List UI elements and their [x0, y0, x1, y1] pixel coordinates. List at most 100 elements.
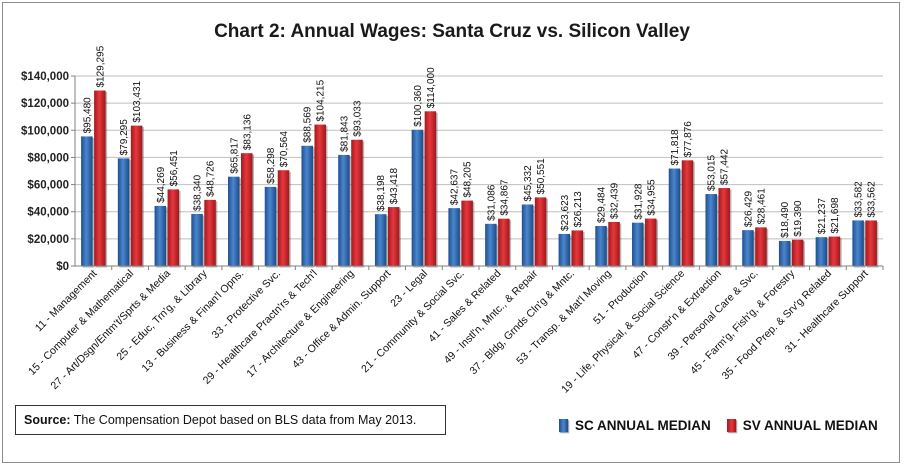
bar-sv	[424, 111, 437, 267]
data-label-sv: $34,867	[499, 179, 510, 216]
bar-sv	[828, 236, 841, 266]
data-label-sv: $32,439	[610, 182, 621, 219]
bar-sv	[645, 218, 657, 266]
data-label-sc: $81,843	[339, 115, 350, 152]
bar-sv	[718, 188, 730, 266]
data-labels: $95,480$129,295 $79,295$103,431 $44,269 $56…	[82, 45, 877, 238]
data-label-sc: $33,582	[854, 181, 865, 218]
data-label-sc: $79,295	[119, 119, 130, 156]
legend-swatch-sc	[559, 419, 568, 432]
chart-title: Chart 2: Annual Wages: Santa Cruz vs. Si…	[214, 21, 690, 42]
data-label-sv: $114,000	[426, 67, 437, 108]
data-label-sc: $29,484	[597, 186, 608, 223]
bar-sv	[681, 160, 694, 266]
bar-sc	[632, 222, 644, 266]
data-label-sc: $71,818	[670, 129, 681, 166]
y-axis: $0 $20,000 $40,000 $60,000 $80,000 $100,000 $1…	[21, 71, 76, 273]
bar-sc	[742, 230, 754, 266]
x-tick-label: 33 - Protective Svc.	[210, 268, 283, 341]
y-tick-label: $120,000	[21, 98, 69, 110]
source-text: The Compensation Depot based on BLS data…	[70, 413, 417, 427]
legend-item-sc: SC ANNUAL MEDIAN	[559, 418, 711, 433]
bar-sc	[852, 220, 864, 266]
data-label-sv: $57,442	[720, 148, 731, 185]
data-label-sv: $104,215	[316, 79, 327, 121]
bar-sc	[448, 208, 460, 266]
data-label-sv: $50,551	[536, 158, 547, 195]
bar-sv	[241, 153, 253, 266]
y-tick-label: $0	[56, 261, 69, 273]
bar-sc	[705, 194, 717, 266]
data-label-sc: $95,480	[82, 97, 93, 134]
data-label-sc: $53,015	[707, 154, 718, 191]
legend-item-sv: SV ANNUAL MEDIAN	[726, 418, 878, 433]
data-label-sc: $31,928	[633, 183, 644, 220]
data-label-sc: $88,569	[303, 106, 314, 143]
bar-sv	[387, 207, 400, 266]
bar-sc	[154, 205, 167, 266]
bar-sc	[301, 145, 313, 266]
data-label-sv: $33,562	[867, 181, 878, 218]
data-label-sc: $44,269	[156, 166, 167, 203]
data-label-sv: $28,461	[756, 188, 767, 225]
bar-sc	[668, 168, 681, 266]
bar-sc	[521, 204, 534, 266]
bar-sv	[865, 220, 877, 266]
bar-sc	[191, 213, 203, 266]
bar-sv	[571, 230, 584, 266]
data-label-sv: $43,418	[389, 167, 400, 204]
data-label-sv: $34,955	[646, 179, 657, 216]
data-label-sc: $26,429	[743, 191, 754, 228]
bar-sv	[498, 218, 510, 266]
data-label-sv: $21,698	[830, 197, 841, 234]
data-label-sv: $19,390	[793, 200, 804, 237]
bar-sv	[277, 170, 290, 266]
data-label-sc: $38,340	[193, 174, 204, 211]
bar-sc	[81, 136, 93, 266]
data-label-sc: $31,086	[486, 184, 497, 221]
y-tick-label: $60,000	[27, 180, 69, 192]
bar-sc	[485, 223, 497, 266]
data-label-sc: $45,332	[523, 165, 534, 202]
bar-sc	[228, 176, 240, 266]
source-label: Source:	[24, 413, 71, 427]
y-tick-label: $80,000	[27, 152, 69, 164]
legend-label-sc: SC ANNUAL MEDIAN	[575, 418, 711, 433]
bar-sv	[94, 90, 106, 266]
bar-sv	[204, 199, 216, 266]
bar-sv	[351, 139, 363, 266]
x-tick-label: 11 - Management	[33, 268, 100, 335]
data-label-sc: $18,490	[780, 201, 791, 238]
bar-sv	[608, 221, 620, 266]
data-label-sc: $42,637	[450, 169, 461, 206]
bar-sc	[338, 154, 350, 266]
bar-sc	[374, 214, 387, 266]
data-label-sc: $58,298	[266, 147, 277, 184]
data-label-sv: $103,431	[132, 80, 143, 122]
y-tick-label: $40,000	[27, 207, 69, 219]
data-label-sv: $26,213	[573, 191, 584, 228]
bar-chart: Chart 2: Annual Wages: Santa Cruz vs. Si…	[21, 21, 884, 396]
bar-sc	[815, 237, 828, 266]
bar-sc	[778, 240, 791, 266]
bar-sv	[130, 125, 143, 266]
y-tick-label: $140,000	[21, 71, 69, 83]
data-label-sv: $48,205	[463, 161, 474, 198]
data-label-sv: $70,564	[279, 131, 290, 168]
bar-sv	[314, 124, 326, 266]
source-note: Source: The Compensation Depot based on …	[15, 405, 446, 435]
legend-swatch-sv	[726, 419, 736, 432]
data-label-sv: $129,295	[95, 45, 106, 87]
data-label-sc: $21,237	[817, 198, 828, 235]
data-label-sc: $38,198	[376, 175, 387, 212]
data-label-sv: $93,033	[352, 100, 363, 137]
bar-sc	[595, 225, 607, 266]
y-tick-label: $100,000	[21, 125, 69, 137]
bar-sc	[558, 233, 571, 266]
bar-sv	[534, 197, 547, 266]
data-label-sc: $23,623	[560, 194, 571, 231]
bar-sc	[117, 158, 130, 266]
bar-sv	[791, 239, 804, 266]
bar-sc	[411, 129, 424, 266]
